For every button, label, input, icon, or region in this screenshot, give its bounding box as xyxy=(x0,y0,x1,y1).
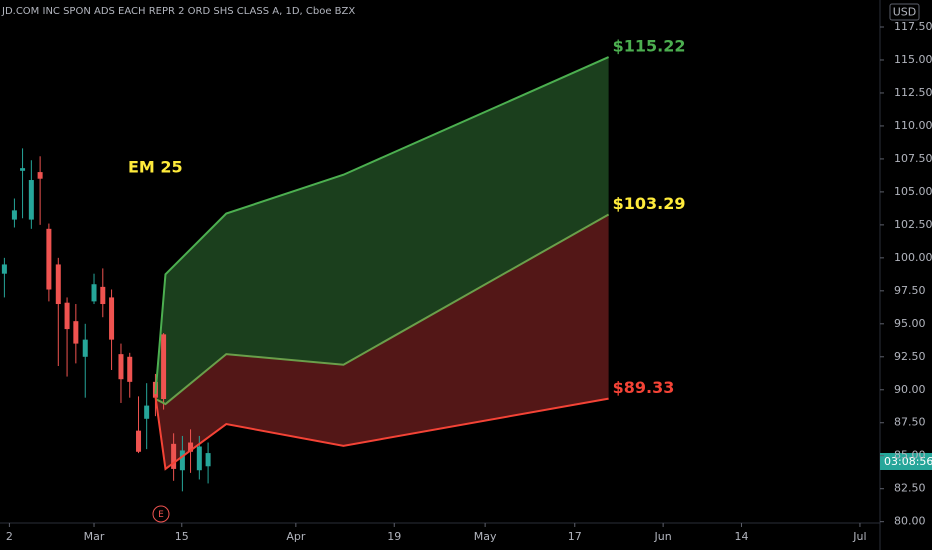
band-line xyxy=(154,56,610,395)
y-tick-label: 115.00 xyxy=(894,53,932,66)
band-fill xyxy=(155,57,609,405)
band-fill xyxy=(155,214,609,469)
candle-body xyxy=(118,354,124,380)
band-line xyxy=(154,396,609,471)
candle-body xyxy=(205,453,211,467)
earnings-marker[interactable] xyxy=(152,505,170,523)
x-tick-label: 17 xyxy=(568,530,582,543)
y-tick-label: 105.00 xyxy=(894,185,932,198)
candle-body xyxy=(64,302,70,330)
y-tick-label: 87.50 xyxy=(894,416,926,429)
currency[interactable]: USD xyxy=(893,6,917,19)
x-tick-label: Jul xyxy=(852,530,866,543)
y-tick-label: 90.00 xyxy=(894,383,926,396)
x-tick-label: Apr xyxy=(286,530,306,543)
y-tick-label: 102.50 xyxy=(894,218,932,231)
y-tick-label: 80.00 xyxy=(894,515,926,528)
annotation: EM 25 xyxy=(128,158,183,177)
y-tick-label: 95.00 xyxy=(894,317,926,330)
end-label: $89.33 xyxy=(613,378,675,397)
candle-body xyxy=(144,405,150,419)
candle-body xyxy=(91,284,97,302)
y-tick-label: 112.50 xyxy=(894,86,932,99)
y-tick-label: 92.50 xyxy=(894,350,926,363)
candle-body xyxy=(55,264,61,305)
plot-area xyxy=(1,56,610,492)
candle-body xyxy=(100,286,106,305)
x-tick-label: Mar xyxy=(84,530,105,543)
candle-body xyxy=(11,210,17,220)
candle-body xyxy=(109,297,115,340)
chart-title: JD.COM INC SPON ADS EACH REPR 2 ORD SHS … xyxy=(1,6,355,17)
end-label: $115.22 xyxy=(613,37,686,56)
y-tick-label: 100.00 xyxy=(894,251,932,264)
x-tick-label: May xyxy=(474,530,497,543)
end-label: $103.29 xyxy=(613,194,686,213)
y-tick-label: 117.50 xyxy=(894,20,932,33)
candle-body xyxy=(136,430,142,452)
candle-body xyxy=(188,442,194,452)
y-tick-label: 82.50 xyxy=(894,482,926,495)
candle-body xyxy=(1,264,7,274)
candle-body xyxy=(179,450,185,471)
x-tick-label: 2 xyxy=(6,530,13,543)
y-tick-label: 85.00 xyxy=(894,449,926,462)
y-tick-label: 110.00 xyxy=(894,119,932,132)
candle-body xyxy=(171,443,177,469)
candle-body xyxy=(161,334,167,399)
price-tag-box xyxy=(880,453,932,470)
x-tick-label: 15 xyxy=(175,530,189,543)
x-tick-label: 14 xyxy=(734,530,748,543)
y-tick-label: 97.50 xyxy=(894,284,926,297)
candle-body xyxy=(20,168,26,171)
candle-body xyxy=(196,446,202,471)
candle-body xyxy=(82,339,88,357)
candle-body xyxy=(37,172,43,179)
y-tick-label: 107.50 xyxy=(894,152,932,165)
candle-body xyxy=(28,180,34,220)
x-tick-label: 19 xyxy=(387,530,401,543)
candle-body xyxy=(127,356,133,382)
candle-body xyxy=(73,321,79,344)
price-tag: 03:08:56 xyxy=(884,455,932,468)
earnings-label[interactable]: E xyxy=(158,510,164,520)
band-line xyxy=(154,213,610,406)
candle-body xyxy=(46,228,52,290)
currency-box[interactable] xyxy=(889,3,920,21)
x-tick-label: Jun xyxy=(654,530,672,543)
